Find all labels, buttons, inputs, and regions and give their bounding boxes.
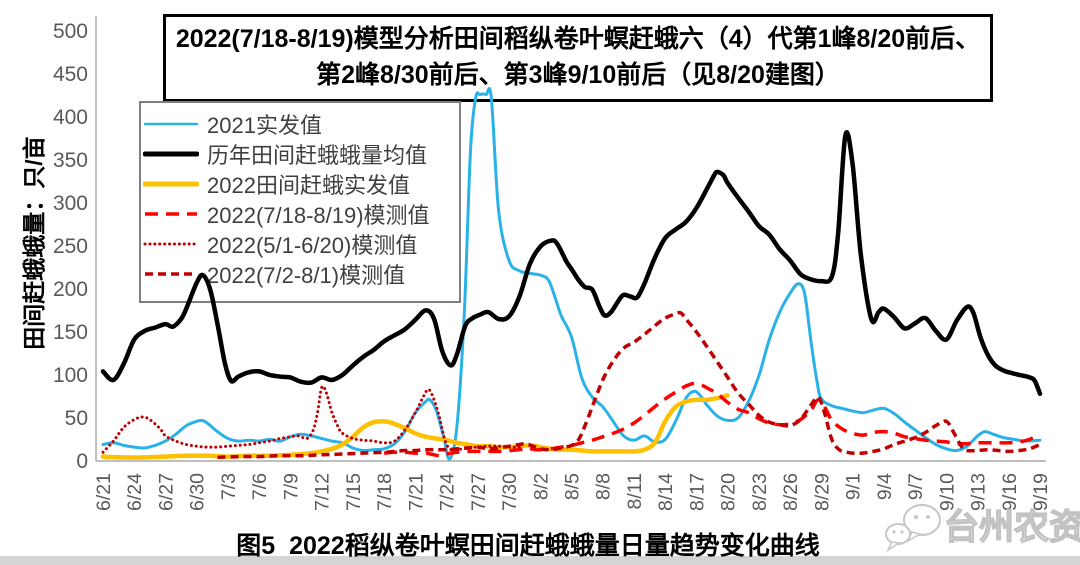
x-tick-label: 8/29 (811, 473, 833, 511)
legend-label: 历年田间赶蛾蛾量均值 (207, 143, 428, 168)
legend-line-sample (143, 181, 199, 187)
y-tick-label: 500 (53, 20, 88, 43)
y-tick-label: 300 (53, 192, 88, 215)
x-tick-label: 7/24 (437, 473, 459, 511)
y-tick-label: 50 (65, 407, 88, 430)
series-line-5 (217, 310, 1041, 460)
x-tick-label: 8/20 (718, 473, 740, 511)
x-tick-label: 7/27 (468, 473, 490, 511)
x-tick-label: 9/16 (999, 473, 1021, 511)
y-tick-label: 400 (53, 106, 88, 129)
legend-line-sample (143, 151, 199, 157)
y-tick-label: 200 (53, 278, 88, 301)
figure-caption: 图5 2022稻纵卷叶螟田间赶蛾蛾量日量趋势变化曲线 (236, 532, 820, 560)
y-tick-label: 100 (53, 364, 88, 387)
legend-label: 2021实发值 (207, 113, 322, 138)
x-tick-label: 7/6 (249, 473, 271, 500)
x-tick-label: 8/8 (593, 473, 615, 500)
x-tick-label: 8/5 (562, 473, 584, 500)
x-tick-label: 6/21 (93, 473, 115, 511)
x-tick-label: 7/15 (343, 473, 365, 511)
legend-item-4: 2022(5/1-6/20)模测值 (141, 229, 459, 259)
x-tick-label: 6/27 (155, 473, 177, 511)
x-tick-label: 9/19 (1030, 473, 1052, 511)
chart-title-line1: 2022(7/18-8/19)模型分析田间稻纵卷叶螟赶蛾六（4）代第1峰8/20… (175, 25, 981, 53)
x-tick-label: 7/9 (280, 473, 302, 500)
x-tick-label: 9/10 (936, 473, 958, 511)
x-tick-label: 8/23 (749, 473, 771, 511)
x-tick-label: 9/1 (843, 473, 865, 500)
legend: 2021实发值历年田间赶蛾蛾量均值 2022田间赶蛾实发值 2022(7/18-8/… (139, 101, 461, 303)
x-tick-label: 7/21 (405, 473, 427, 511)
x-tick-label: 8/11 (624, 473, 646, 510)
series-line-2 (100, 393, 730, 460)
x-tick-label: 9/13 (968, 473, 990, 511)
legend-line-sample (143, 242, 199, 246)
y-tick-label: 350 (53, 149, 88, 172)
x-tick-label: 9/4 (874, 473, 896, 500)
y-tick-label: 0 (76, 450, 88, 473)
series-line-4 (101, 384, 521, 454)
legend-label: 2022(5/1-6/20)模测值 (207, 233, 418, 258)
series-line-0 (101, 87, 1042, 461)
legend-item-1: 历年田间赶蛾蛾量均值 (141, 139, 459, 169)
y-tick-label: 450 (53, 63, 88, 86)
y-tick-label: 150 (53, 321, 88, 344)
legend-label: 2022田间赶蛾实发值 (207, 173, 410, 198)
legend-line-sample (145, 272, 197, 276)
x-tick-label: 7/12 (312, 473, 334, 511)
series-line-1 (100, 130, 1043, 397)
chart-title-line2: 第2峰8/30前后、第3峰9/10前后（见8/20建图） (316, 61, 840, 89)
legend-label: 2022(7/18-8/19)模测值 (207, 203, 430, 228)
chart-title-box: 2022(7/18-8/19)模型分析田间稻纵卷叶螟赶蛾六（4）代第1峰8/20… (163, 14, 993, 102)
legend-line-sample (145, 212, 197, 216)
x-tick-label: 6/24 (124, 473, 146, 511)
x-tick-label: 7/30 (499, 473, 521, 511)
x-tick-label: 8/14 (655, 473, 677, 511)
legend-line-sample (143, 122, 199, 126)
legend-item-2: 2022田间赶蛾实发值 (141, 169, 459, 199)
x-tick-label: 9/7 (905, 473, 927, 500)
bottom-strip (0, 556, 1080, 565)
wechat-icon (885, 504, 941, 553)
watermark: 台州农资 (885, 504, 1080, 553)
x-tick-label: 7/3 (218, 473, 240, 500)
y-tick-label: 250 (53, 235, 88, 258)
x-tick-label: 6/30 (187, 473, 209, 511)
legend-item-0: 2021实发值 (141, 109, 459, 139)
series-line-3 (383, 381, 1041, 458)
x-tick-label: 8/26 (780, 473, 802, 511)
legend-item-5: 2022(7/2-8/1)模测值 (141, 259, 459, 289)
legend-label: 2022(7/2-8/1)模测值 (207, 263, 406, 288)
x-tick-label: 8/17 (686, 473, 708, 511)
x-tick-label: 7/18 (374, 473, 396, 511)
x-tick-label: 8/2 (530, 473, 552, 500)
y-axis-title: 田间赶蛾蛾量：只/亩 (21, 136, 47, 350)
legend-item-3: 2022(7/18-8/19)模测值 (141, 199, 459, 229)
watermark-text: 台州农资 (944, 508, 1080, 547)
